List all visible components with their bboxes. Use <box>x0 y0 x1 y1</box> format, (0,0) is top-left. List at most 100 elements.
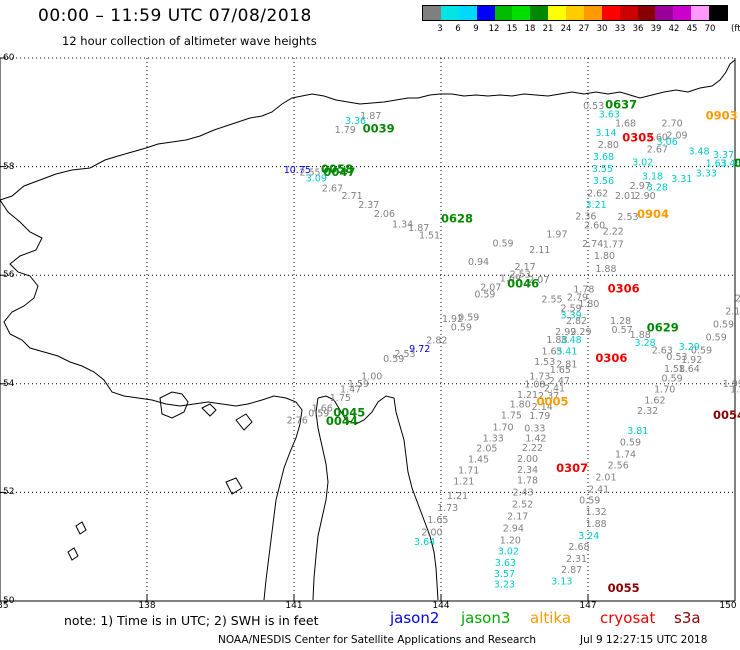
wave-height-value: 2.76 <box>287 415 308 426</box>
pass-id-layer: 0039005800470628004600450044063700470629… <box>321 97 740 594</box>
wave-height-value: 2.01 <box>595 472 616 483</box>
wave-height-value: 2.70 <box>662 118 683 129</box>
island-small-2 <box>235 413 253 431</box>
scale-label: 3 <box>437 24 443 34</box>
longitude-label: 135 <box>0 601 9 611</box>
wave-height-value: 3.02 <box>498 546 519 557</box>
wave-height-value: 1.69 <box>500 274 521 285</box>
wave-height-value: 2.90 <box>635 191 656 202</box>
scale-label: 33 <box>614 24 626 34</box>
wave-height-value: 2.17 <box>507 512 528 523</box>
wave-height-value: 1.78 <box>517 476 538 487</box>
wave-height-value: 3.21 <box>586 200 607 211</box>
wave-height-value: 2.22 <box>603 226 624 237</box>
wave-height-value: 1.42 <box>525 433 546 444</box>
wave-height-value: 2.81 <box>556 360 577 371</box>
wave-height-value: 1.80 <box>510 400 531 411</box>
scale-swatch <box>440 6 459 20</box>
wave-height-value: 1.63 <box>706 159 727 170</box>
wave-height-value: 2.47 <box>549 376 570 387</box>
pass-id-label: 0005 <box>537 395 569 409</box>
wave-height-value: 0.53 <box>583 101 604 112</box>
scale-swatch <box>637 6 656 20</box>
pass-id-label: 0307 <box>556 461 588 475</box>
wave-height-value: 2.79 <box>567 293 588 304</box>
wave-height-value: 2.82 <box>566 316 587 327</box>
wave-height-value: 1.79 <box>335 125 356 136</box>
wave-height-value: 2.43 <box>513 488 534 499</box>
wave-height-value: 3.46 <box>720 159 740 170</box>
wave-height-value: 2.17 <box>515 262 536 273</box>
wave-height-value: 2.62 <box>587 188 608 199</box>
wave-height-value: 3.37 <box>713 150 734 161</box>
scale-swatch <box>583 6 602 20</box>
wave-height-value: 1.92 <box>442 314 463 325</box>
pass-id-label: 0039 <box>363 121 395 135</box>
island-small-5 <box>67 547 79 561</box>
pass-id-label: 0904 <box>637 207 669 221</box>
wave-height-value: 1.88 <box>630 330 651 341</box>
color-scale-swatches <box>422 5 728 21</box>
wave-height-value: 1.65 <box>550 365 571 376</box>
wave-height-value: 2.22 <box>522 443 543 454</box>
wave-height-value: 0.59 <box>662 374 683 385</box>
longitude-label: 138 <box>138 601 156 611</box>
latitude-label: 54 <box>3 378 15 389</box>
wave-height-value: 2.53 <box>510 269 531 280</box>
wave-height-value: 1.66 <box>312 403 333 414</box>
wave-height-value: 3.81 <box>627 426 648 437</box>
scale-unit: (ft) <box>731 24 740 34</box>
wave-height-value: 3.13 <box>551 577 572 588</box>
wave-height-value: 0.59 <box>383 354 404 365</box>
wave-height-value: 3.57 <box>494 569 515 580</box>
wave-height-value: 1.70 <box>654 384 675 395</box>
scale-label: 30 <box>596 24 608 34</box>
wave-height-value: 1.21 <box>453 476 474 487</box>
longitude-label: 150 <box>719 601 737 611</box>
wave-height-value: 3.02 <box>632 158 653 169</box>
scale-label: 15 <box>506 24 518 34</box>
wave-height-value: 0.33 <box>524 424 545 435</box>
wave-height-value: 1.58 <box>664 364 685 375</box>
pass-id-label: 0047 <box>734 156 740 170</box>
pass-id-label: 0058 <box>321 162 353 176</box>
pass-id-label: 0055 <box>608 581 640 595</box>
wave-height-value: 2.59 <box>561 304 582 315</box>
scale-label: 6 <box>455 24 461 34</box>
wave-height-value: 2.97 <box>630 181 651 192</box>
wave-height-value: 2.68 <box>568 542 589 553</box>
scale-swatch <box>691 6 709 20</box>
pass-id-label: 0305 <box>622 131 654 145</box>
wave-height-value: 1.59 <box>348 379 369 390</box>
wave-height-value: 3.55 <box>592 164 613 175</box>
wave-height-value: 2.00 <box>421 527 442 538</box>
graticule <box>0 57 736 602</box>
wave-height-value: 2.07 <box>735 293 740 304</box>
scale-label: 24 <box>560 24 572 34</box>
wave-height-value: 1.20 <box>500 535 521 546</box>
wave-height-value: 1.78 <box>573 285 594 296</box>
wave-height-value: 2.36 <box>575 211 596 222</box>
wave-height-value: 2.63 <box>652 345 673 356</box>
scale-swatch <box>512 6 531 20</box>
wave-height-value: 2.53 <box>394 349 415 360</box>
wave-height-value: 1.88 <box>586 519 607 530</box>
wave-height-value: 3.29 <box>679 342 700 353</box>
wave-height-value: 1.33 <box>483 433 504 444</box>
wave-height-value: 1.75 <box>330 393 351 404</box>
scale-label: 45 <box>686 24 698 34</box>
wave-height-value: 3.28 <box>647 182 668 193</box>
wave-height-value: 2.41 <box>544 383 565 394</box>
latitude-label: 52 <box>3 487 15 498</box>
scale-label: 9 <box>473 24 479 34</box>
wave-height-value: 0.59 <box>691 345 712 356</box>
scale-label: 18 <box>524 24 536 34</box>
wave-height-value: 3.63 <box>495 558 516 569</box>
wave-height-value: 3.64 <box>414 537 435 548</box>
wave-height-value: 1.87 <box>408 223 429 234</box>
wave-height-value: 1.93 <box>730 384 740 395</box>
coastline-amur <box>263 397 303 601</box>
legend-cryosat: cryosat <box>600 609 656 627</box>
scale-label: 12 <box>488 24 500 34</box>
wave-height-value: 3.14 <box>595 128 616 139</box>
